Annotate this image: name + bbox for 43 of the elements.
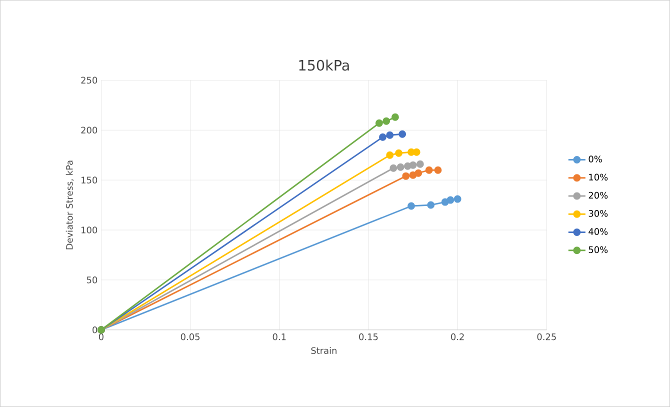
y-tick-label: 50 [86, 276, 98, 284]
point [386, 131, 394, 139]
point [454, 195, 462, 203]
point [402, 172, 410, 180]
point [382, 117, 390, 125]
x-tick-label: 0.05 [180, 333, 200, 340]
point [391, 113, 399, 121]
y-tick-label: 0 [92, 326, 98, 334]
legend-label: 20% [588, 192, 608, 199]
chart-title: 150kPa [299, 60, 349, 71]
point [398, 130, 406, 138]
point [378, 133, 386, 141]
x-axis-title: Strain [311, 347, 336, 354]
point [396, 163, 404, 171]
legend-label: 10% [589, 174, 608, 181]
x-tick-label: 0 [98, 333, 104, 340]
point [434, 166, 442, 174]
point [416, 160, 424, 168]
legend-label: 30% [588, 210, 608, 217]
point [409, 171, 417, 179]
point [386, 151, 394, 159]
point [375, 119, 383, 127]
point [446, 196, 454, 204]
y-tick-label: 200 [81, 126, 98, 134]
y-tick-label: 100 [82, 226, 98, 234]
point [412, 148, 420, 156]
x-tick-label: 0.25 [537, 333, 556, 340]
point [408, 202, 415, 210]
point [395, 149, 403, 157]
point [414, 169, 422, 177]
x-tick-label: 0.2 [451, 333, 464, 340]
legend-label: 50% [588, 246, 608, 254]
point [390, 164, 398, 172]
point [425, 166, 433, 174]
x-tick-label: 0.15 [359, 333, 378, 340]
y-tick-label: 250 [81, 76, 98, 84]
point [409, 161, 417, 169]
y-tick-label: 150 [82, 176, 98, 184]
legend-label: 40% [588, 228, 608, 235]
legend-label: 0% [588, 156, 602, 162]
y-axis-title: Deviator Stress, kPa [66, 160, 74, 250]
x-tick-label: 0.1 [272, 333, 286, 340]
point [427, 201, 435, 209]
